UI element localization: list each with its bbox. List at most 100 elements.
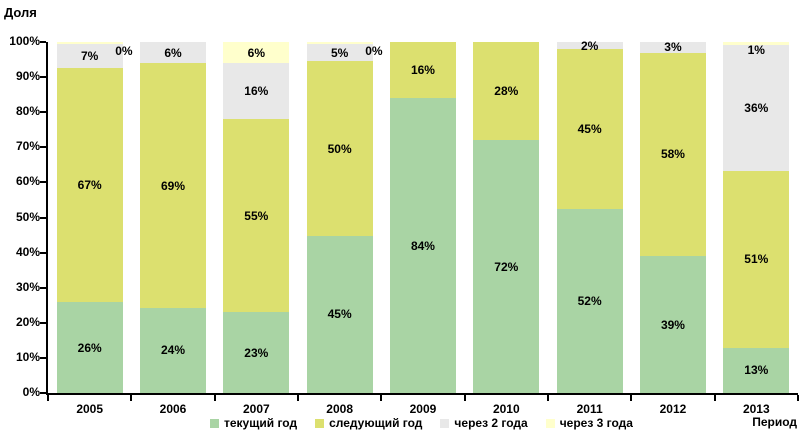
legend-label: через 2 года	[454, 416, 528, 430]
category-column-2008: 45% 50% 5% 0%	[298, 42, 383, 393]
bars-container: 26% 67% 7% 0% 24% 69% 6% 23% 55% 16% 6% 45% 50% 5% 0% 8…	[48, 38, 798, 393]
bar-segment-label: 5%	[330, 45, 349, 60]
bar-segment: 72%	[473, 140, 540, 393]
bar-segment-label: 51%	[744, 252, 769, 267]
x-tick-mark	[797, 395, 799, 401]
bar-segment: 45%	[306, 235, 373, 393]
bar-segment: 16%	[390, 42, 456, 99]
bar-segment: 58%	[640, 52, 706, 257]
y-tick-mark	[40, 321, 46, 324]
stacked-bar-2006: 24% 69% 6%	[140, 42, 206, 393]
bar-segment-label: 28%	[494, 84, 519, 99]
legend-item: текущий год	[210, 416, 297, 430]
bar-segment-label: 69%	[160, 178, 185, 193]
bar-segment: 6%	[223, 42, 290, 64]
y-tick-label: 30%	[15, 279, 40, 294]
bar-segment-label: 16%	[244, 84, 269, 99]
category-column-2012: 39% 58% 3%	[631, 40, 714, 393]
bar-segment: 7%	[56, 44, 123, 69]
stacked-bar-2012: 39% 58% 3%	[640, 40, 706, 393]
bar-segment: 24%	[140, 307, 206, 393]
bar-segment-label: 50%	[327, 141, 352, 156]
y-tick-mark	[40, 76, 46, 79]
x-axis-title: Период	[752, 415, 797, 429]
x-category-label: 2005	[76, 402, 104, 416]
legend-item: через 2 года	[440, 416, 528, 430]
bar-segment-label: 24%	[160, 343, 185, 358]
bar-segment-label: 26%	[77, 340, 102, 355]
legend-swatch	[545, 418, 555, 428]
bar-segment-label: 23%	[244, 345, 269, 360]
x-tick-mark	[630, 395, 633, 401]
legend-label: текущий год	[224, 416, 298, 430]
bar-segment: 84%	[390, 98, 456, 393]
bar-segment-label: 6%	[247, 45, 265, 60]
category-column-2006: 24% 69% 6%	[131, 42, 214, 393]
bar-segment: 36%	[723, 45, 790, 171]
bar-segment: 13%	[723, 347, 790, 393]
y-tick-mark	[40, 356, 46, 359]
y-tick-label: 60%	[15, 174, 40, 189]
bar-segment-label: 58%	[660, 147, 685, 162]
stacked-bar-2009: 84% 16%	[390, 42, 456, 393]
x-tick-mark	[47, 395, 49, 401]
bar-segment-label: 45%	[577, 121, 602, 136]
x-category-label: 2009	[409, 402, 437, 416]
legend-item: следующий год	[315, 416, 422, 430]
y-tick-mark	[40, 251, 46, 254]
plot-area: 26% 67% 7% 0% 24% 69% 6% 23% 55% 16% 6% 45% 50% 5% 0% 8…	[9, 34, 799, 416]
bar-segment: 26%	[56, 302, 123, 393]
category-column-2009: 84% 16%	[381, 42, 464, 393]
bar-segment-label: 16%	[410, 63, 435, 78]
category-column-2013: 13% 51% 36% 1%	[715, 42, 798, 393]
bar-segment: 51%	[723, 170, 790, 348]
bar-segment-label: 39%	[660, 317, 685, 332]
bar-segment: 67%	[56, 68, 123, 303]
y-tick-mark	[40, 146, 46, 149]
x-tick-mark	[130, 395, 133, 401]
bar-segment: 6%	[140, 42, 206, 64]
legend-item: через 3 года	[545, 416, 633, 430]
bar-segment-label: 45%	[327, 307, 352, 322]
bar-segment: 0%	[56, 42, 133, 58]
bar-segment-label: 2%	[580, 38, 599, 53]
x-tick-mark	[546, 395, 549, 401]
x-category-label: 2008	[326, 402, 353, 416]
category-column-2011: 52% 45% 2%	[548, 38, 631, 393]
bar-segment: 69%	[140, 63, 206, 308]
y-tick-mark	[40, 41, 46, 43]
bar-segment-label: 36%	[744, 101, 769, 116]
bar-segment-label: 6%	[164, 45, 182, 60]
bar-segment: 50%	[306, 61, 373, 236]
legend: текущий год следующий год через 2 года чере…	[210, 416, 633, 430]
x-tick-mark	[463, 395, 466, 401]
y-tick-label: 90%	[15, 69, 40, 84]
stacked-bar-2013: 13% 51% 36% 1%	[723, 42, 790, 393]
category-column-2010: 72% 28%	[465, 42, 548, 393]
legend-label: через 3 года	[559, 416, 633, 430]
y-tick-mark	[40, 111, 46, 114]
y-tick-label: 50%	[15, 209, 40, 224]
bar-segment: 39%	[640, 256, 706, 393]
bar-segment-label: 72%	[494, 259, 519, 274]
stacked-bar-2005: 26% 67% 7% 0%	[56, 42, 133, 393]
bar-segment-label: 55%	[244, 208, 269, 223]
x-category-labels: 2005 2006 2007 2008 2009 2010 2011 2012 2013	[48, 402, 798, 416]
bar-segment-label: 67%	[77, 178, 102, 193]
x-tick-mark	[713, 395, 716, 401]
legend-swatch	[210, 418, 219, 428]
bar-segment-label: 3%	[664, 40, 682, 55]
x-category-label: 2007	[242, 402, 270, 416]
y-tick-mark	[40, 286, 46, 289]
category-column-2007: 23% 55% 16% 6%	[215, 42, 298, 393]
bar-segment: 0%	[306, 42, 383, 58]
bar-segment: 3%	[640, 40, 706, 55]
y-tick-label: 0%	[22, 385, 40, 399]
bar-segment: 23%	[223, 312, 290, 393]
x-category-label: 2011	[576, 402, 603, 416]
bar-segment: 2%	[556, 38, 623, 53]
bar-segment: 52%	[556, 208, 623, 393]
bar-segment: 5%	[306, 44, 373, 62]
x-category-label: 2013	[742, 402, 770, 416]
